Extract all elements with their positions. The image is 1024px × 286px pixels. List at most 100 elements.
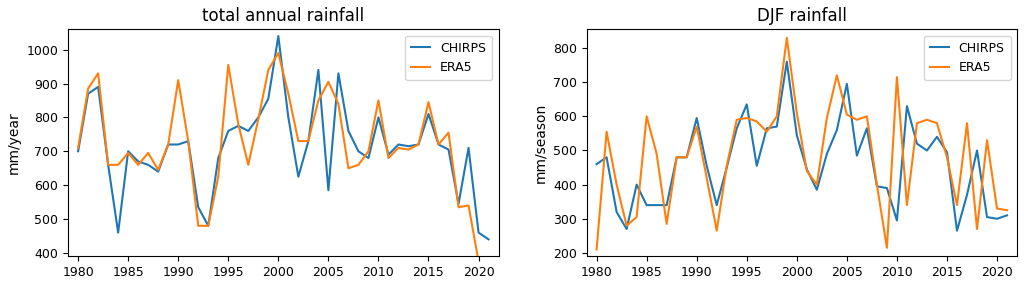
ERA5	[432, 143, 444, 146]
CHIRPS	[283, 116, 295, 119]
CHIRPS	[820, 152, 833, 156]
ERA5	[681, 156, 693, 159]
ERA5	[981, 138, 993, 142]
ERA5	[373, 99, 385, 102]
ERA5	[941, 156, 953, 159]
CHIRPS	[72, 150, 84, 153]
Line: ERA5: ERA5	[78, 53, 488, 265]
ERA5	[730, 118, 742, 122]
CHIRPS	[252, 116, 264, 119]
ERA5	[931, 122, 943, 125]
CHIRPS	[442, 148, 455, 151]
CHIRPS	[262, 97, 274, 100]
CHIRPS	[660, 203, 673, 207]
ERA5	[881, 246, 893, 249]
CHIRPS	[711, 203, 723, 207]
CHIRPS	[1000, 214, 1013, 217]
Y-axis label: mm/season: mm/season	[534, 103, 547, 183]
ERA5	[991, 207, 1004, 210]
ERA5	[591, 248, 603, 251]
CHIRPS	[991, 217, 1004, 221]
CHIRPS	[610, 210, 623, 214]
ERA5	[482, 263, 495, 267]
CHIRPS	[640, 203, 652, 207]
CHIRPS	[212, 156, 224, 160]
CHIRPS	[392, 143, 404, 146]
CHIRPS	[811, 188, 823, 191]
ERA5	[242, 163, 254, 166]
ERA5	[801, 169, 813, 173]
ERA5	[222, 63, 234, 67]
ERA5	[841, 113, 853, 116]
CHIRPS	[352, 150, 365, 153]
ERA5	[342, 166, 354, 170]
CHIRPS	[122, 150, 134, 153]
ERA5	[971, 227, 983, 231]
Line: CHIRPS: CHIRPS	[78, 36, 488, 239]
ERA5	[442, 131, 455, 134]
ERA5	[700, 176, 713, 180]
CHIRPS	[870, 185, 883, 188]
CHIRPS	[891, 219, 903, 222]
ERA5	[262, 68, 274, 72]
CHIRPS	[312, 68, 325, 72]
CHIRPS	[671, 156, 683, 159]
ERA5	[132, 163, 144, 166]
ERA5	[162, 143, 174, 146]
ERA5	[182, 139, 195, 143]
ERA5	[690, 125, 702, 128]
CHIRPS	[780, 60, 793, 63]
ERA5	[791, 111, 803, 115]
ERA5	[362, 150, 375, 153]
ERA5	[112, 163, 124, 166]
ERA5	[740, 116, 753, 120]
Legend: CHIRPS, ERA5: CHIRPS, ERA5	[406, 35, 493, 80]
ERA5	[671, 156, 683, 159]
ERA5	[951, 203, 964, 207]
ERA5	[660, 222, 673, 226]
CHIRPS	[82, 92, 94, 96]
ERA5	[621, 224, 633, 227]
CHIRPS	[931, 135, 943, 138]
CHIRPS	[761, 127, 773, 130]
CHIRPS	[690, 116, 702, 120]
Legend: CHIRPS, ERA5: CHIRPS, ERA5	[924, 35, 1011, 80]
ERA5	[463, 204, 475, 207]
CHIRPS	[482, 238, 495, 241]
ERA5	[910, 122, 923, 125]
CHIRPS	[621, 227, 633, 231]
ERA5	[870, 183, 883, 186]
ERA5	[212, 175, 224, 178]
CHIRPS	[222, 129, 234, 133]
CHIRPS	[700, 164, 713, 168]
ERA5	[453, 205, 465, 209]
CHIRPS	[152, 170, 164, 173]
ERA5	[72, 146, 84, 150]
CHIRPS	[901, 104, 913, 108]
ERA5	[202, 224, 214, 228]
CHIRPS	[971, 149, 983, 152]
ERA5	[283, 92, 295, 96]
CHIRPS	[202, 224, 214, 228]
CHIRPS	[961, 193, 973, 196]
ERA5	[861, 115, 873, 118]
CHIRPS	[102, 163, 115, 166]
ERA5	[82, 87, 94, 90]
ERA5	[102, 163, 115, 166]
CHIRPS	[292, 175, 304, 178]
CHIRPS	[112, 231, 124, 234]
CHIRPS	[132, 160, 144, 163]
ERA5	[382, 156, 394, 160]
CHIRPS	[162, 143, 174, 146]
ERA5	[472, 260, 484, 263]
CHIRPS	[272, 34, 285, 38]
ERA5	[422, 100, 434, 104]
Title: DJF rainfall: DJF rainfall	[757, 7, 847, 25]
CHIRPS	[801, 168, 813, 171]
ERA5	[312, 99, 325, 102]
ERA5	[232, 122, 245, 126]
CHIRPS	[941, 150, 953, 154]
ERA5	[323, 80, 335, 84]
CHIRPS	[650, 203, 663, 207]
CHIRPS	[402, 144, 415, 148]
